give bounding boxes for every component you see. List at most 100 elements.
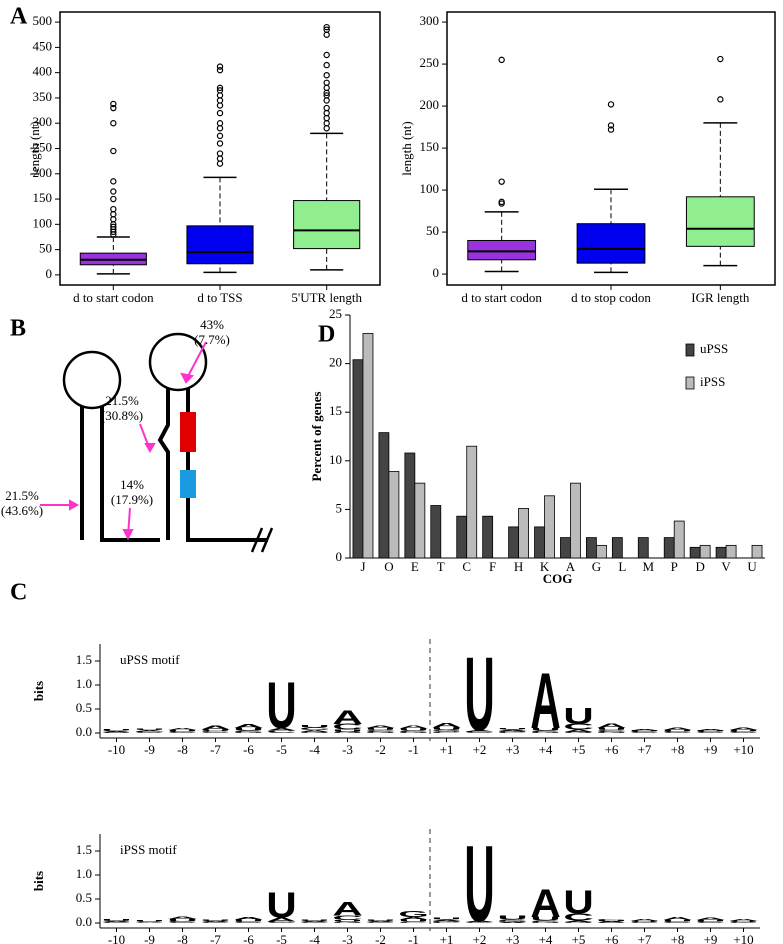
logo-letter: U [299, 920, 329, 921]
logo-letter: C [398, 730, 428, 732]
y-tick-label: 0.0 [76, 724, 92, 739]
logo-letter: U [167, 919, 197, 923]
logo-letter: G [299, 922, 329, 923]
outlier [110, 211, 117, 218]
logo-letter: A [365, 921, 395, 922]
x-tick-label: -9 [144, 932, 155, 944]
y-tick-label: 1.5 [76, 842, 92, 857]
y-tick-label: 5 [336, 500, 343, 515]
logo-letter: U [398, 728, 428, 731]
logo-letter: G [134, 921, 164, 922]
logo-letter: G [101, 922, 131, 923]
x-tick-label: O [384, 559, 393, 574]
x-tick-label: -3 [342, 932, 353, 944]
logo-letter: U [563, 884, 593, 921]
y-tick-label: 0.5 [76, 700, 92, 715]
outlier [110, 195, 117, 203]
logo-letter: A [464, 730, 494, 732]
logo-letter: U [332, 729, 362, 733]
logo-letter: C [431, 922, 461, 923]
logo-letter: A [563, 729, 593, 733]
logo-letter: U [431, 727, 461, 731]
outlier [216, 84, 224, 92]
bar [378, 432, 390, 559]
x-tick-label: 5'UTR length [291, 290, 362, 305]
logo-letter: C [200, 922, 230, 923]
outlier [216, 102, 224, 109]
logo-letter: U [167, 730, 197, 732]
outlier [323, 31, 330, 38]
box [186, 225, 254, 265]
bar [518, 508, 529, 559]
outlier [216, 66, 224, 74]
outlier [323, 84, 330, 92]
logo-letter: A [200, 921, 230, 922]
logo-letter: G [497, 731, 527, 732]
logo-letter: A [233, 724, 263, 730]
x-tick-label: K [540, 559, 550, 574]
y-tick-label: 300 [420, 13, 440, 28]
outlier [110, 120, 117, 127]
logo-letter: U [266, 668, 296, 742]
logo-letter: C [728, 731, 758, 732]
logo-letter: U [200, 920, 230, 921]
logo-letter: C [167, 731, 197, 732]
outlier [110, 178, 117, 185]
outlier [216, 125, 224, 132]
logo-letter: U [662, 730, 692, 732]
annotation: (43.6%) [1, 503, 43, 518]
logo-letter: A [299, 730, 329, 733]
y-tick-label: 200 [420, 97, 440, 112]
outlier [323, 125, 330, 132]
y-tick-label: 25 [329, 306, 342, 321]
logo-letter: U [332, 920, 362, 922]
outlier [216, 87, 224, 94]
x-tick-label: +10 [733, 742, 753, 757]
x-tick-label: IGR length [691, 290, 750, 305]
y-tick-label: 350 [33, 89, 53, 104]
x-tick-label: C [462, 559, 471, 574]
outlier [498, 198, 505, 206]
motif-title: uPSS motif [120, 652, 180, 667]
bar [388, 471, 400, 559]
y-tick-label: 1.0 [76, 866, 92, 881]
logo-letter: C [365, 922, 395, 923]
logo-letter: C [464, 731, 494, 732]
logo-letter: G [233, 922, 263, 923]
annotation: 21.5% [105, 393, 139, 408]
bar [560, 537, 571, 559]
logo-letter: U [596, 920, 626, 921]
outlier [216, 155, 224, 162]
x-tick-label: d to stop codon [571, 290, 651, 305]
logo-letter: C [530, 730, 560, 732]
logo-letter: U [464, 824, 494, 944]
annotation: (30.8%) [101, 408, 143, 423]
outlier [216, 140, 224, 147]
legend-label: iPSS [700, 374, 725, 389]
box [293, 200, 361, 250]
x-tick-label: -4 [309, 932, 320, 944]
x-tick-label: +9 [704, 742, 718, 757]
y-tick-label: 250 [33, 139, 53, 154]
x-tick-label: -8 [177, 932, 188, 944]
outlier [607, 122, 615, 129]
logo-letter: U [530, 916, 560, 922]
outlier [323, 120, 330, 127]
logo-letter: G [266, 922, 296, 923]
x-tick-label: -3 [342, 742, 353, 757]
legend-label: uPSS [700, 341, 728, 356]
bar [586, 537, 597, 559]
logo-letter: A [299, 921, 329, 922]
bar [466, 445, 478, 559]
logo-letter: G [365, 732, 395, 733]
bar [430, 505, 442, 559]
outlier [110, 188, 117, 195]
x-tick-label: -9 [144, 742, 155, 757]
logo-letter: C [728, 922, 758, 923]
logo-letter: A [332, 898, 362, 920]
x-tick-label: +5 [572, 742, 586, 757]
logo-letter: G [365, 922, 395, 923]
logo-letter: U [497, 915, 527, 921]
logo-letter: U [200, 729, 230, 731]
logo-letter: C [299, 727, 329, 731]
